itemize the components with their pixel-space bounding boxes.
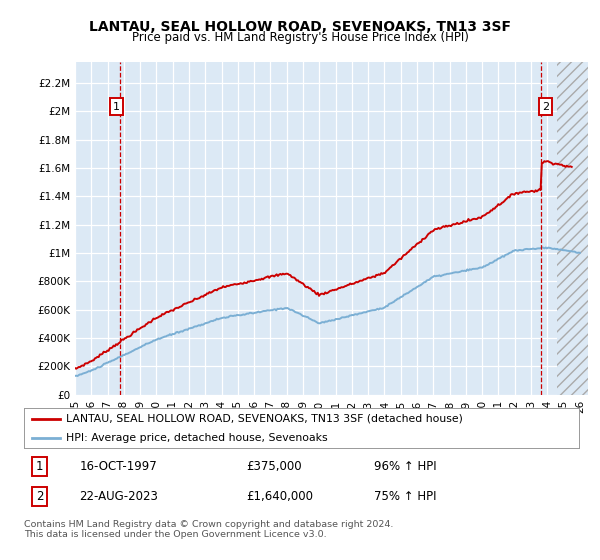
Text: 1: 1 xyxy=(113,101,120,111)
Text: Contains HM Land Registry data © Crown copyright and database right 2024.
This d: Contains HM Land Registry data © Crown c… xyxy=(24,520,394,539)
Text: LANTAU, SEAL HOLLOW ROAD, SEVENOAKS, TN13 3SF (detached house): LANTAU, SEAL HOLLOW ROAD, SEVENOAKS, TN1… xyxy=(65,414,463,423)
Text: 2: 2 xyxy=(36,490,43,503)
Text: 2: 2 xyxy=(542,101,549,111)
Text: Price paid vs. HM Land Registry's House Price Index (HPI): Price paid vs. HM Land Registry's House … xyxy=(131,31,469,44)
Text: LANTAU, SEAL HOLLOW ROAD, SEVENOAKS, TN13 3SF: LANTAU, SEAL HOLLOW ROAD, SEVENOAKS, TN1… xyxy=(89,20,511,34)
Text: £1,640,000: £1,640,000 xyxy=(246,490,313,503)
Bar xyxy=(557,62,588,395)
Text: 22-AUG-2023: 22-AUG-2023 xyxy=(79,490,158,503)
Text: 96% ↑ HPI: 96% ↑ HPI xyxy=(374,460,436,473)
Text: £375,000: £375,000 xyxy=(246,460,302,473)
Text: 1: 1 xyxy=(36,460,43,473)
Text: 75% ↑ HPI: 75% ↑ HPI xyxy=(374,490,436,503)
Text: 16-OCT-1997: 16-OCT-1997 xyxy=(79,460,157,473)
Text: HPI: Average price, detached house, Sevenoaks: HPI: Average price, detached house, Seve… xyxy=(65,433,327,444)
